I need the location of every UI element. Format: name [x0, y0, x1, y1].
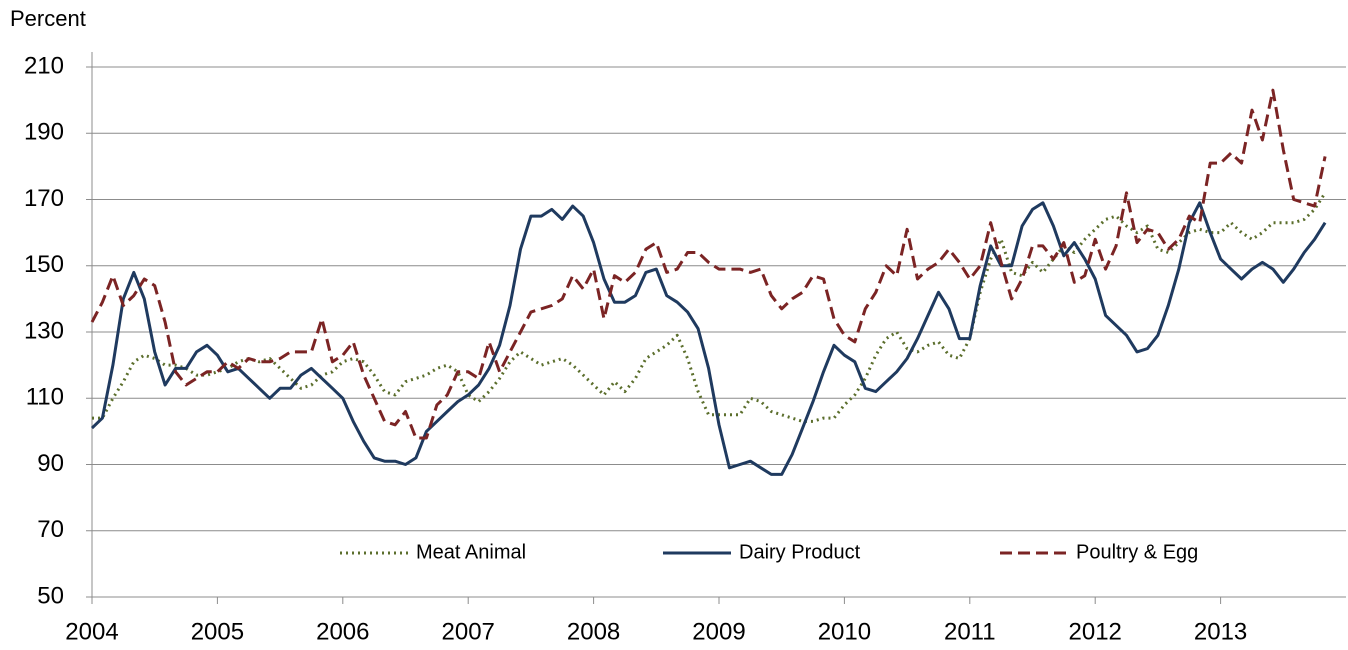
x-tick-label: 2011	[944, 618, 996, 645]
y-tick-label: 210	[24, 52, 64, 79]
x-tick-label: 2005	[191, 618, 244, 645]
x-tick-label: 2010	[818, 618, 871, 645]
series-line	[90, 201, 1327, 476]
y-tick-label: 190	[24, 119, 64, 146]
legend-label: Poultry & Egg	[1076, 541, 1198, 563]
x-tick-label: 2008	[567, 618, 620, 645]
legend-label: Meat Animal	[416, 541, 526, 563]
legend-label: Dairy Product	[739, 541, 861, 563]
x-tick-label: 2009	[692, 618, 745, 645]
x-tick-label: 2007	[442, 618, 495, 645]
x-tick-label: 2006	[316, 618, 369, 645]
y-tick-label: 170	[24, 185, 64, 212]
x-tick-label: 2012	[1069, 618, 1122, 645]
x-tick-label: 2013	[1194, 618, 1247, 645]
y-tick-label: 90	[37, 450, 64, 477]
y-tick-label: 110	[26, 384, 64, 411]
y-tick-label: 70	[37, 516, 64, 543]
x-tick-label: 2004	[65, 618, 118, 645]
y-tick-label: 130	[24, 317, 64, 344]
series-line	[92, 192, 1327, 423]
series-line	[90, 88, 1327, 440]
y-axis-label: Percent	[10, 6, 86, 31]
y-tick-label: 50	[37, 582, 64, 609]
y-tick-label: 150	[24, 251, 64, 278]
